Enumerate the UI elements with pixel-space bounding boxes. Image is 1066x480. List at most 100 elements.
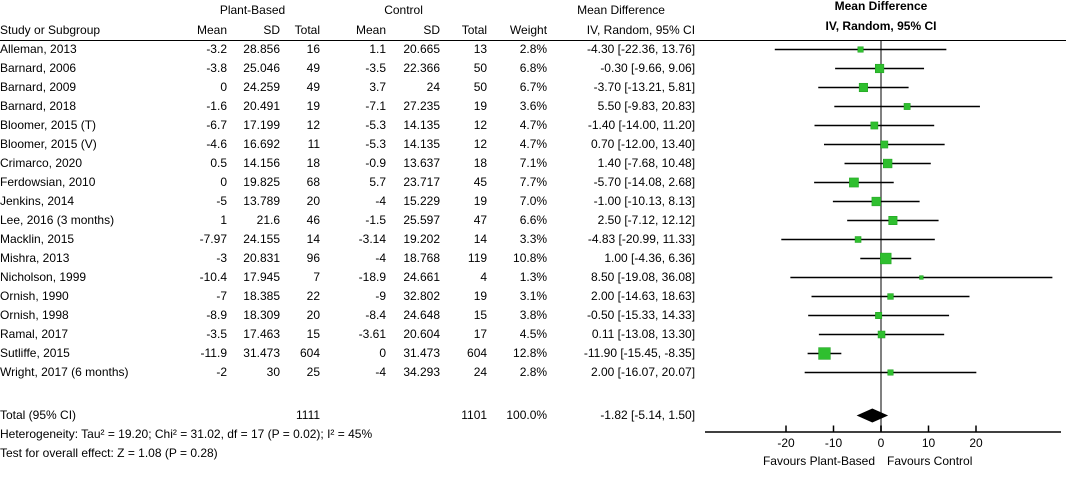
- ci-text: 5.50 [-9.83, 20.83]: [597, 99, 696, 113]
- pb-sd: 17.463: [243, 327, 280, 341]
- ci-text: 8.50 [-19.08, 36.08]: [590, 270, 696, 284]
- heterogeneity-text: Heterogeneity: Tau² = 19.20; Chi² = 31.0…: [0, 427, 373, 441]
- control-sd: 23.717: [403, 175, 441, 189]
- ci-text: 2.50 [-7.12, 12.12]: [597, 213, 696, 227]
- study-name: Ornish, 1990: [0, 289, 69, 303]
- effect-size-marker: [888, 216, 898, 225]
- effect-size-marker: [849, 177, 859, 188]
- axis-tick-label: 0: [878, 436, 885, 450]
- ci-text: -4.83 [-20.99, 11.33]: [587, 232, 696, 246]
- control-total: 50: [473, 80, 488, 94]
- control-group-header: Control: [384, 2, 423, 17]
- control-total: 14: [473, 232, 488, 246]
- pb-total-header: Total: [294, 22, 321, 37]
- pb-sd: 13.789: [243, 194, 280, 208]
- study-name: Bloomer, 2015 (T): [0, 118, 97, 132]
- control-mean: -7.1: [365, 99, 387, 113]
- effect-size-marker: [818, 347, 831, 360]
- column-header-row: Study or Subgroup Mean SD Total Mean SD …: [0, 20, 695, 40]
- pb-total: 20: [306, 308, 321, 322]
- empty-cell: [386, 406, 440, 425]
- study-name: Jenkins, 2014: [0, 194, 75, 208]
- pb-mean: 0.5: [210, 156, 227, 170]
- study-row: Barnard, 2018 -1.6 20.491 19 -7.1 27.235 19 3.6…: [0, 97, 695, 116]
- control-sd: 19.202: [403, 232, 441, 246]
- control-mean: -5.3: [365, 137, 387, 151]
- control-sd: 24.661: [403, 270, 441, 284]
- control-total: 24: [473, 365, 488, 379]
- pb-mean: -11.9: [200, 346, 227, 360]
- effect-size-marker: [854, 236, 862, 243]
- spacer-row: [0, 382, 695, 406]
- control-sd: 20.665: [403, 42, 441, 56]
- study-row: Wright, 2017 (6 months) -2 30 25 -4 34.293 24 2…: [0, 363, 695, 382]
- weight-value: 7.7%: [519, 175, 548, 189]
- study-row: Crimarco, 2020 0.5 14.156 18 -0.9 13.637 18 7.1…: [0, 154, 695, 173]
- ci-text: -11.90 [-15.45, -8.35]: [583, 346, 696, 360]
- ci-text: -5.70 [-14.08, 2.68]: [593, 175, 696, 189]
- overall-effect-text: Test for overall effect: Z = 1.08 (P = 0…: [0, 446, 218, 460]
- study-column-header: Study or Subgroup: [0, 22, 101, 37]
- effect-size-marker: [880, 252, 892, 265]
- plant-based-group-header: Plant-Based: [219, 2, 286, 17]
- spacer-cell: [0, 0, 185, 20]
- study-name: Wright, 2017 (6 months): [0, 365, 129, 379]
- ci-text: -3.70 [-13.21, 5.81]: [593, 80, 696, 94]
- ci-column-header: IV, Random, 95% CI: [586, 22, 696, 37]
- pb-total: 20: [306, 194, 321, 208]
- pb-total: 96: [306, 251, 321, 265]
- study-row: Nicholson, 1999 -10.4 17.945 7 -18.9 24.661 4 1…: [0, 268, 695, 287]
- effect-size-marker: [875, 312, 883, 319]
- axis-tick-label: -10: [825, 436, 843, 450]
- empty-cell: [320, 406, 386, 425]
- weight-value: 6.8%: [519, 61, 548, 75]
- weight-value: 3.8%: [519, 308, 548, 322]
- study-name: Nicholson, 1999: [0, 270, 87, 284]
- weight-value: 7.1%: [519, 156, 548, 170]
- control-mean: -3.14: [358, 232, 387, 246]
- header-divider-line: [0, 40, 1066, 41]
- weight-value: 6.6%: [519, 213, 548, 227]
- pb-total: 14: [306, 232, 321, 246]
- empty-cell: [227, 406, 280, 425]
- pb-sd: 24.155: [243, 232, 280, 246]
- effect-size-marker: [887, 369, 894, 376]
- pb-sd: 19.825: [243, 175, 280, 189]
- pb-total: 12: [306, 118, 321, 132]
- pb-sd: 20.831: [243, 251, 280, 265]
- control-sd: 31.473: [403, 346, 441, 360]
- ci-text: -0.30 [-9.66, 9.06]: [600, 61, 696, 75]
- pb-total: 49: [306, 61, 321, 75]
- control-mean: -5.3: [365, 118, 387, 132]
- heterogeneity-row: Heterogeneity: Tau² = 19.20; Chi² = 31.0…: [0, 425, 695, 444]
- pb-mean: -3: [216, 251, 227, 265]
- study-row: Macklin, 2015 -7.97 24.155 14 -3.14 19.202 14 3…: [0, 230, 695, 249]
- control-sd: 34.293: [403, 365, 441, 379]
- ci-text: 1.40 [-7.68, 10.48]: [597, 156, 696, 170]
- control-mean: 0: [379, 346, 387, 360]
- study-row: Ferdowsian, 2010 0 19.825 68 5.7 23.717 45 7.7%…: [0, 173, 695, 192]
- total-row: Total (95% CI) 1111 1101 100.0% -1.82 [-…: [0, 406, 695, 425]
- pb-sd: 16.692: [243, 137, 280, 151]
- control-mean-header: Mean: [356, 22, 387, 37]
- control-total: 18: [473, 156, 488, 170]
- control-total: 47: [473, 213, 488, 227]
- study-name: Ferdowsian, 2010: [0, 175, 96, 189]
- total-weight: 100.0%: [506, 408, 548, 422]
- control-sd: 14.135: [403, 118, 441, 132]
- effect-size-marker: [871, 196, 881, 207]
- weight-header: Weight: [509, 22, 548, 37]
- control-sd: 27.235: [403, 99, 441, 113]
- forest-plot-canvas: Mean Difference IV, Random, 95% CI -20 -1…: [705, 0, 1061, 468]
- control-sd: 14.135: [403, 137, 441, 151]
- total-label: Total (95% CI): [0, 408, 77, 422]
- pb-sd: 18.309: [243, 308, 280, 322]
- study-name: Mishra, 2013: [0, 251, 70, 265]
- pb-mean: -3.5: [206, 327, 227, 341]
- pb-mean: -7: [216, 289, 227, 303]
- weight-value: 3.1%: [519, 289, 548, 303]
- axis-tick-label: 10: [922, 436, 936, 450]
- control-mean: 3.7: [369, 80, 387, 94]
- empty-cell: [185, 406, 227, 425]
- pb-total: 7: [313, 270, 321, 284]
